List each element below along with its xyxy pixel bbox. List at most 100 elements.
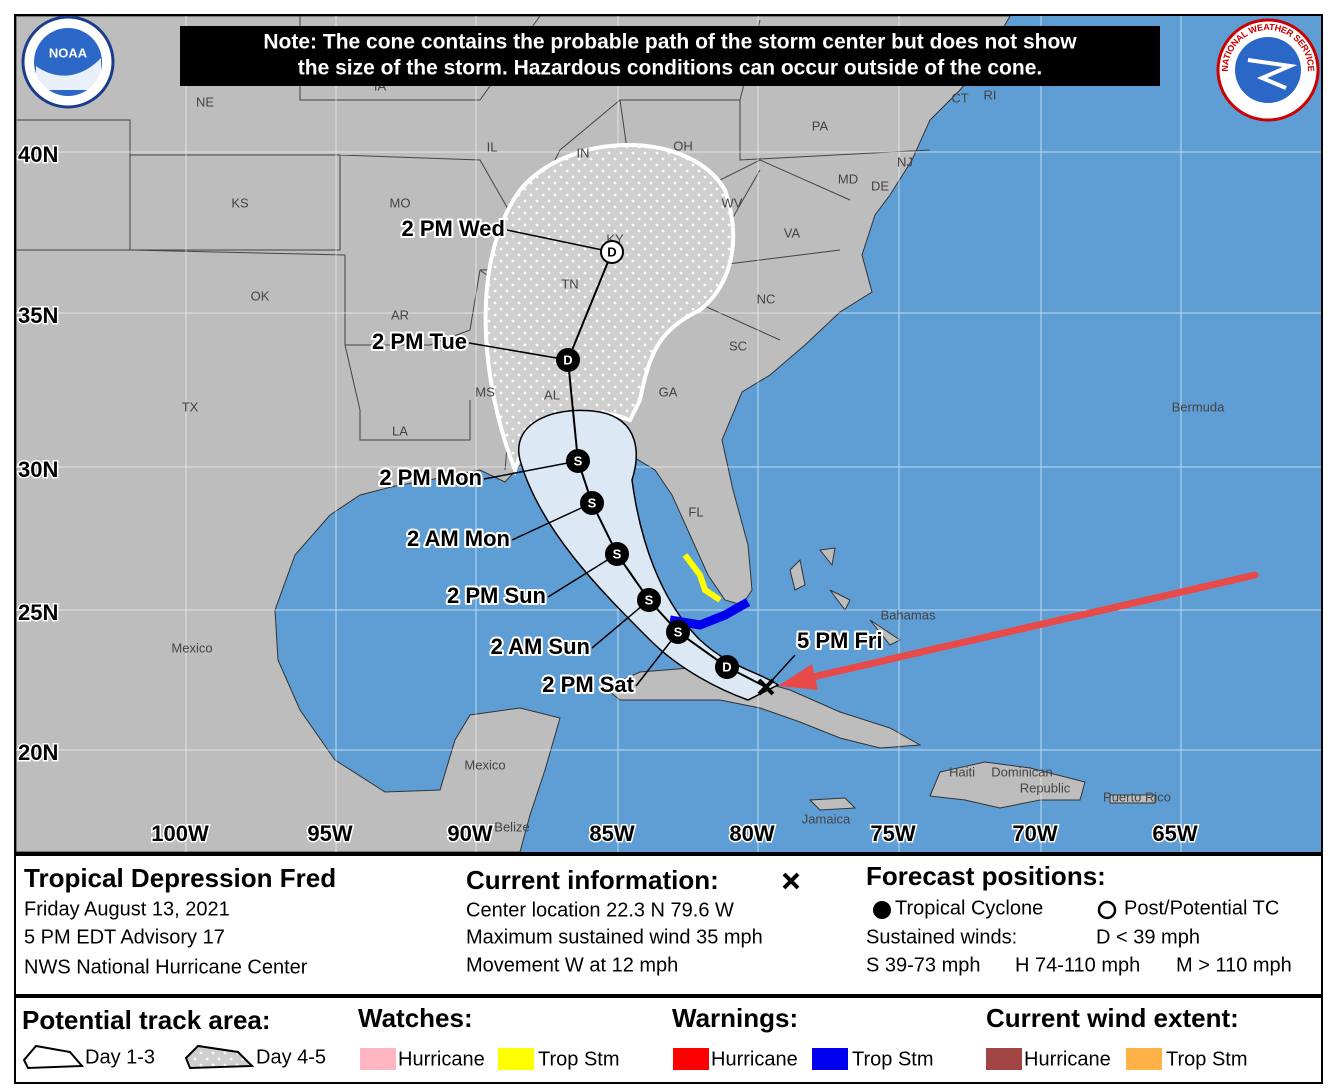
place-label: MD (838, 171, 858, 186)
storm-detail: NWS National Hurricane Center (24, 956, 308, 978)
map: 40N 35N 30N 25N 20N 100W 95W 90W 85W 80W 75W 70W 65W… (16, 16, 1321, 852)
lon-label: 80W (729, 821, 774, 846)
noaa-logo: NOAA (21, 16, 115, 109)
day4-5-swatch (184, 1044, 255, 1070)
point-symbol: S (574, 453, 583, 468)
place-label: TN (561, 276, 578, 291)
place-label: IL (487, 139, 498, 154)
current-heading: Current information: (466, 865, 719, 895)
place-label: Mexico (464, 757, 505, 772)
day1-3-swatch (22, 1044, 85, 1070)
map-labels: 40N 35N 30N 25N 20N 100W 95W 90W 85W 80W 75W 70W 65W… (17, 78, 1226, 847)
place-label: LA (392, 423, 408, 438)
forecast-point (715, 655, 739, 679)
leader-line (765, 654, 796, 688)
leader-line (506, 229, 613, 253)
forecast-label: 2 PM Sun (447, 583, 546, 608)
leader-line (511, 502, 593, 541)
forecast-label: 2 PM Wed (401, 216, 505, 241)
place-label: AL (544, 387, 560, 402)
legend-swatch (360, 1048, 396, 1070)
red-arrow (778, 571, 1259, 690)
place-label: NC (757, 291, 776, 306)
place-label: Dominican (991, 764, 1052, 779)
place-label: Republic (1020, 780, 1071, 795)
forecast-point (666, 620, 690, 644)
lat-label: 30N (18, 457, 58, 482)
legend-swatch (812, 1048, 848, 1070)
point-symbol: D (563, 352, 572, 367)
place-label: FL (688, 504, 703, 519)
legend-panel (14, 996, 1323, 1084)
point-symbol: D (607, 244, 616, 259)
forecast-point (566, 449, 590, 473)
current-detail: Movement W at 12 mph (466, 954, 678, 976)
forecast-heading: Forecast positions: (866, 861, 1106, 891)
lon-label: 90W (447, 821, 492, 846)
place-label: Mexico (171, 640, 212, 655)
legend-item: Trop Stm (1166, 1048, 1248, 1070)
land-hispaniola (929, 761, 1086, 809)
forecast-label: 2 AM Sun (491, 634, 590, 659)
lon-label: 95W (307, 821, 352, 846)
tc-icon (873, 901, 891, 919)
forecast-detail: M > 110 mph (1176, 954, 1292, 976)
lat-label: 25N (18, 600, 58, 625)
place-label: PA (812, 118, 829, 133)
storm-detail: 5 PM EDT Advisory 17 (24, 926, 225, 948)
storm-name: Tropical Depression Fred (24, 863, 336, 893)
legend-item: Trop Stm (538, 1048, 620, 1070)
leader-line (547, 553, 618, 598)
land-puerto-rico (1109, 794, 1156, 804)
legend-item: Hurricane (1024, 1048, 1111, 1070)
place-label: OH (673, 138, 693, 153)
place-label: NE (196, 94, 214, 109)
lat-label: 35N (18, 303, 58, 328)
forecast-label: 2 PM Mon (379, 465, 482, 490)
place-label: Puerto Rico (1103, 789, 1171, 804)
lon-label: 70W (1012, 821, 1057, 846)
lon-label: 100W (151, 821, 209, 846)
place-label: Haiti (949, 764, 975, 779)
place-label: Belize (494, 819, 529, 834)
place-label: NJ (897, 154, 913, 169)
forecast-point (605, 542, 629, 566)
legend-item: Hurricane (398, 1048, 485, 1070)
forecast-detail: S 39-73 mph (866, 954, 981, 976)
lat-label: 20N (18, 740, 58, 765)
place-label: KS (231, 195, 249, 210)
leader-line (468, 342, 569, 361)
legend-item: Day 4-5 (256, 1046, 326, 1068)
leader-line (591, 599, 650, 649)
legend-item: Hurricane (711, 1048, 798, 1070)
storm-detail: Friday August 13, 2021 (24, 898, 230, 920)
point-symbol: S (674, 624, 683, 639)
forecast-label: 2 PM Tue (372, 329, 467, 354)
lon-label: 85W (589, 821, 634, 846)
info: Tropical Depression Fred Friday August 13… (22, 861, 1292, 1070)
forecast-detail: D < 39 mph (1096, 926, 1200, 948)
place-label: DE (871, 178, 889, 193)
forecast-point (600, 240, 624, 264)
forecast-detail: Sustained winds: (866, 926, 1017, 948)
place-label: Bahamas (881, 607, 936, 622)
place-label: GA (659, 384, 678, 399)
current-detail: Center location 22.3 N 79.6 W (466, 899, 734, 921)
land-bahamas (789, 547, 901, 646)
place-label: AR (391, 307, 409, 322)
logo-text: NOAA (49, 45, 88, 60)
forecast-point (580, 491, 604, 515)
place-label: MS (475, 384, 495, 399)
legend-swatch (986, 1048, 1022, 1070)
current-label: 5 PM Fri (797, 628, 883, 653)
legend-heading: Current wind extent: (986, 1003, 1239, 1033)
point-symbol: S (613, 546, 622, 561)
leader-line (483, 460, 579, 480)
place-label: Bermuda (1172, 399, 1226, 414)
lon-label: 75W (870, 821, 915, 846)
current-icon (782, 872, 800, 890)
forecast-point (556, 348, 580, 372)
day4-5-cone (483, 143, 736, 477)
legend-swatch (673, 1048, 709, 1070)
